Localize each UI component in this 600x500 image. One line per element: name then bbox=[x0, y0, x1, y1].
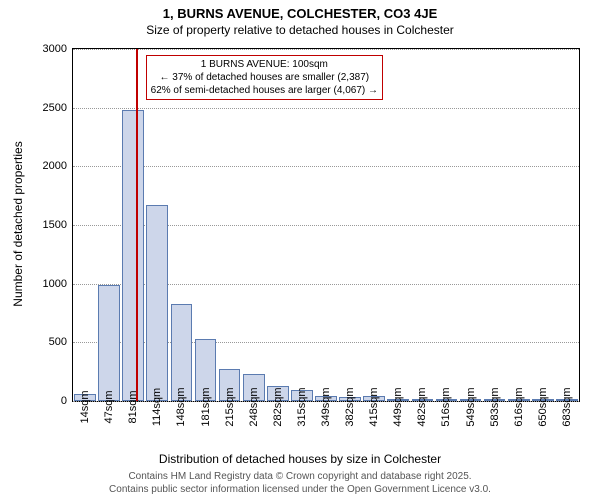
y-tick-label: 1500 bbox=[43, 219, 73, 231]
marker-line bbox=[136, 49, 138, 401]
x-tick-label: 14sqm bbox=[79, 390, 91, 423]
attribution: Contains HM Land Registry data © Crown c… bbox=[0, 470, 600, 496]
x-axis-label: Distribution of detached houses by size … bbox=[0, 452, 600, 466]
y-tick-label: 0 bbox=[61, 395, 73, 407]
x-tick-label: 683sqm bbox=[561, 387, 573, 426]
x-tick-label: 482sqm bbox=[416, 387, 428, 426]
chart-container: 1, BURNS AVENUE, COLCHESTER, CO3 4JE Siz… bbox=[0, 0, 600, 500]
plot-area: 05001000150020002500300014sqm47sqm81sqm1… bbox=[72, 48, 580, 402]
x-tick-label: 650sqm bbox=[537, 387, 549, 426]
x-tick-label: 583sqm bbox=[489, 387, 501, 426]
x-tick-label: 616sqm bbox=[513, 387, 525, 426]
x-tick-label: 215sqm bbox=[224, 387, 236, 426]
bar bbox=[122, 110, 144, 401]
x-tick-label: 248sqm bbox=[248, 387, 260, 426]
x-tick-label: 282sqm bbox=[272, 387, 284, 426]
gridline bbox=[73, 108, 579, 109]
annotation-line: 1 BURNS AVENUE: 100sqm bbox=[151, 58, 378, 71]
gridline bbox=[73, 166, 579, 167]
x-tick-label: 382sqm bbox=[344, 387, 356, 426]
title-main: 1, BURNS AVENUE, COLCHESTER, CO3 4JE bbox=[0, 0, 600, 21]
x-tick-label: 449sqm bbox=[392, 387, 404, 426]
x-tick-label: 549sqm bbox=[465, 387, 477, 426]
bar bbox=[146, 205, 168, 401]
attribution-line1: Contains HM Land Registry data © Crown c… bbox=[0, 470, 600, 483]
x-tick-label: 114sqm bbox=[151, 388, 163, 426]
annotation-line: ← 37% of detached houses are smaller (2,… bbox=[151, 71, 378, 84]
x-tick-label: 315sqm bbox=[296, 387, 308, 426]
x-tick-label: 349sqm bbox=[320, 387, 332, 426]
y-tick-label: 2500 bbox=[43, 102, 73, 114]
attribution-line2: Contains public sector information licen… bbox=[0, 483, 600, 496]
y-tick-label: 1000 bbox=[43, 278, 73, 290]
x-tick-label: 415sqm bbox=[368, 387, 380, 426]
bar bbox=[98, 285, 120, 401]
y-axis-label: Number of detached properties bbox=[11, 141, 25, 306]
annotation-line: 62% of semi-detached houses are larger (… bbox=[151, 84, 378, 97]
y-tick-label: 2000 bbox=[43, 160, 73, 172]
y-tick-label: 3000 bbox=[43, 43, 73, 55]
gridline bbox=[73, 49, 579, 50]
y-tick-label: 500 bbox=[49, 336, 73, 348]
bar bbox=[171, 304, 193, 401]
x-tick-label: 47sqm bbox=[103, 390, 115, 423]
annotation-box: 1 BURNS AVENUE: 100sqm← 37% of detached … bbox=[146, 55, 383, 100]
title-sub: Size of property relative to detached ho… bbox=[0, 21, 600, 37]
x-tick-label: 516sqm bbox=[440, 387, 452, 426]
x-tick-label: 181sqm bbox=[200, 387, 212, 426]
x-tick-label: 148sqm bbox=[175, 387, 187, 426]
